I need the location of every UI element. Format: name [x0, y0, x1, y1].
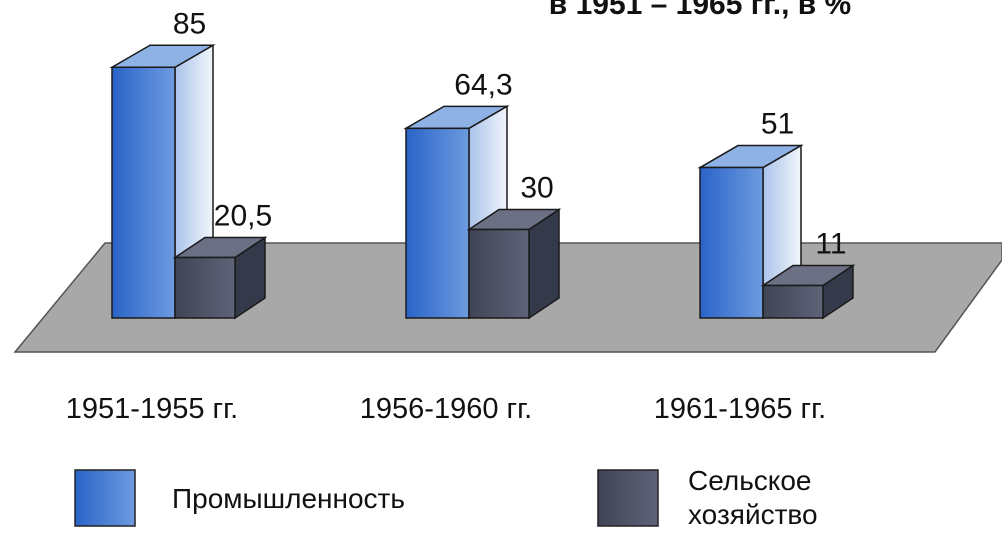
bar-face	[405, 127, 470, 319]
x-tick-label: 1961-1965 гг.	[654, 393, 826, 425]
legend-swatch	[74, 469, 136, 527]
x-tick-label: 1951-1955 гг.	[66, 393, 238, 425]
legend-swatch	[597, 469, 659, 527]
bar	[172, 236, 268, 320]
bar-face	[699, 166, 764, 319]
legend-label: Сельское хозяйство	[688, 465, 818, 530]
value-label: 20,5	[214, 200, 272, 233]
value-label: 85	[173, 7, 206, 40]
value-label: 51	[761, 108, 794, 141]
bar-face	[174, 256, 236, 319]
bar	[466, 208, 562, 320]
bar-face	[468, 228, 530, 319]
x-tick-label: 1956-1960 гг.	[360, 393, 532, 425]
bar	[760, 264, 856, 320]
chart-title: в 1951 – 1965 гг., в %	[549, 0, 851, 21]
value-label: 30	[520, 172, 553, 205]
value-label: 64,3	[454, 68, 512, 101]
value-label: 11	[815, 228, 846, 261]
bar-face	[762, 284, 824, 319]
bar-face	[111, 66, 176, 319]
legend-label: Промышленность	[172, 483, 405, 514]
bar	[697, 144, 804, 320]
